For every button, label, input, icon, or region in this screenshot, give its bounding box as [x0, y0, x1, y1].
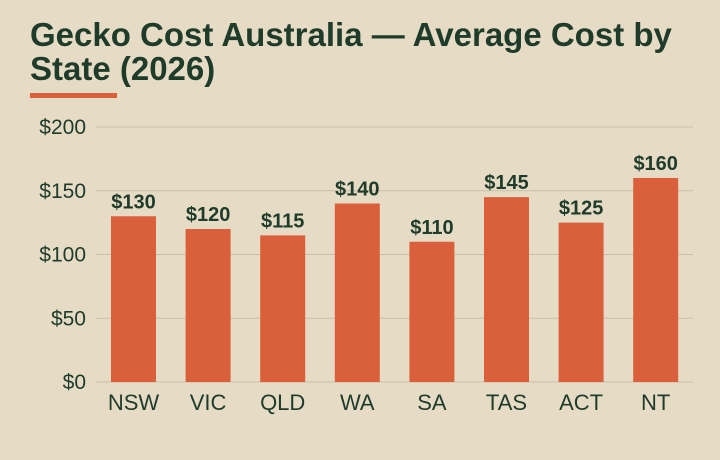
x-tick-label: WA: [340, 390, 375, 415]
x-tick-label: ACT: [559, 390, 603, 415]
data-label: $140: [335, 179, 380, 201]
bar-tas: [484, 197, 529, 382]
bar-wa: [334, 203, 380, 382]
x-tick-label: QLD: [260, 390, 305, 415]
y-tick-label: $0: [63, 371, 86, 394]
bar-act: [558, 222, 604, 382]
bar-qld: [260, 235, 306, 382]
data-label: $160: [633, 153, 678, 175]
data-label: $115: [261, 210, 304, 232]
data-label: $120: [186, 204, 231, 226]
data-label: $110: [410, 217, 453, 239]
bar-vic: [185, 229, 231, 382]
bar-nsw: [111, 216, 156, 382]
data-label: $145: [484, 172, 529, 194]
x-tick-label: NSW: [108, 390, 160, 415]
data-label: $125: [559, 198, 604, 220]
bar-nt: [633, 178, 679, 382]
y-tick-label: $200: [39, 116, 86, 139]
y-tick-label: $150: [39, 180, 86, 203]
title-underline-accent: [30, 93, 117, 98]
x-tick-label: VIC: [190, 390, 227, 415]
chart-title: Gecko Cost Australia — Average Cost by S…: [30, 16, 672, 87]
x-tick-label: NT: [641, 390, 670, 415]
y-tick-label: $50: [51, 307, 86, 330]
y-tick-label: $100: [39, 244, 86, 267]
bar-sa: [409, 241, 455, 382]
x-tick-label: TAS: [486, 390, 527, 415]
data-label: $130: [111, 191, 156, 213]
x-tick-label: SA: [417, 390, 447, 415]
